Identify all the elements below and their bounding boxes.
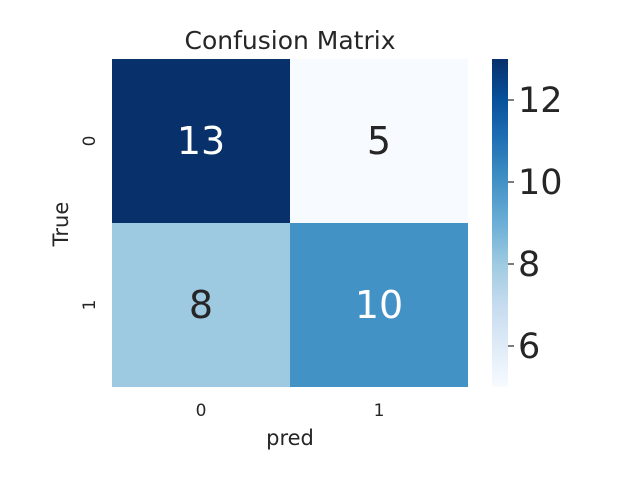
chart-title: Confusion Matrix xyxy=(184,26,395,55)
cell-value-label: 10 xyxy=(355,283,403,327)
y-tick-label: 0 xyxy=(80,136,100,147)
heatmap-cell xyxy=(112,59,290,223)
colorbar-tick-label: 12 xyxy=(518,81,563,121)
x-tick-label: 1 xyxy=(374,401,385,421)
colorbar xyxy=(492,59,508,387)
cell-value-label: 8 xyxy=(189,283,213,327)
x-tick-label: 0 xyxy=(196,401,207,421)
cell-value-label: 5 xyxy=(367,119,391,163)
colorbar-tick-label: 6 xyxy=(518,327,540,367)
cell-value-label: 13 xyxy=(177,119,225,163)
colorbar-tick-label: 10 xyxy=(518,163,563,203)
heatmap-cell xyxy=(290,59,468,223)
heatmap-cell xyxy=(290,223,468,387)
colorbar-ticks: 6 8 10 12 xyxy=(508,81,563,367)
y-axis-label: True xyxy=(49,202,73,248)
heatmap-cell-labels: 13 5 8 10 xyxy=(177,119,403,327)
heatmap-cell xyxy=(112,223,290,387)
x-axis-label: pred xyxy=(266,426,314,450)
heatmap-cells xyxy=(112,59,468,387)
y-tick-label: 1 xyxy=(80,300,100,311)
y-tick-labels: 01 xyxy=(80,136,100,311)
colorbar-tick-label: 8 xyxy=(518,245,540,285)
